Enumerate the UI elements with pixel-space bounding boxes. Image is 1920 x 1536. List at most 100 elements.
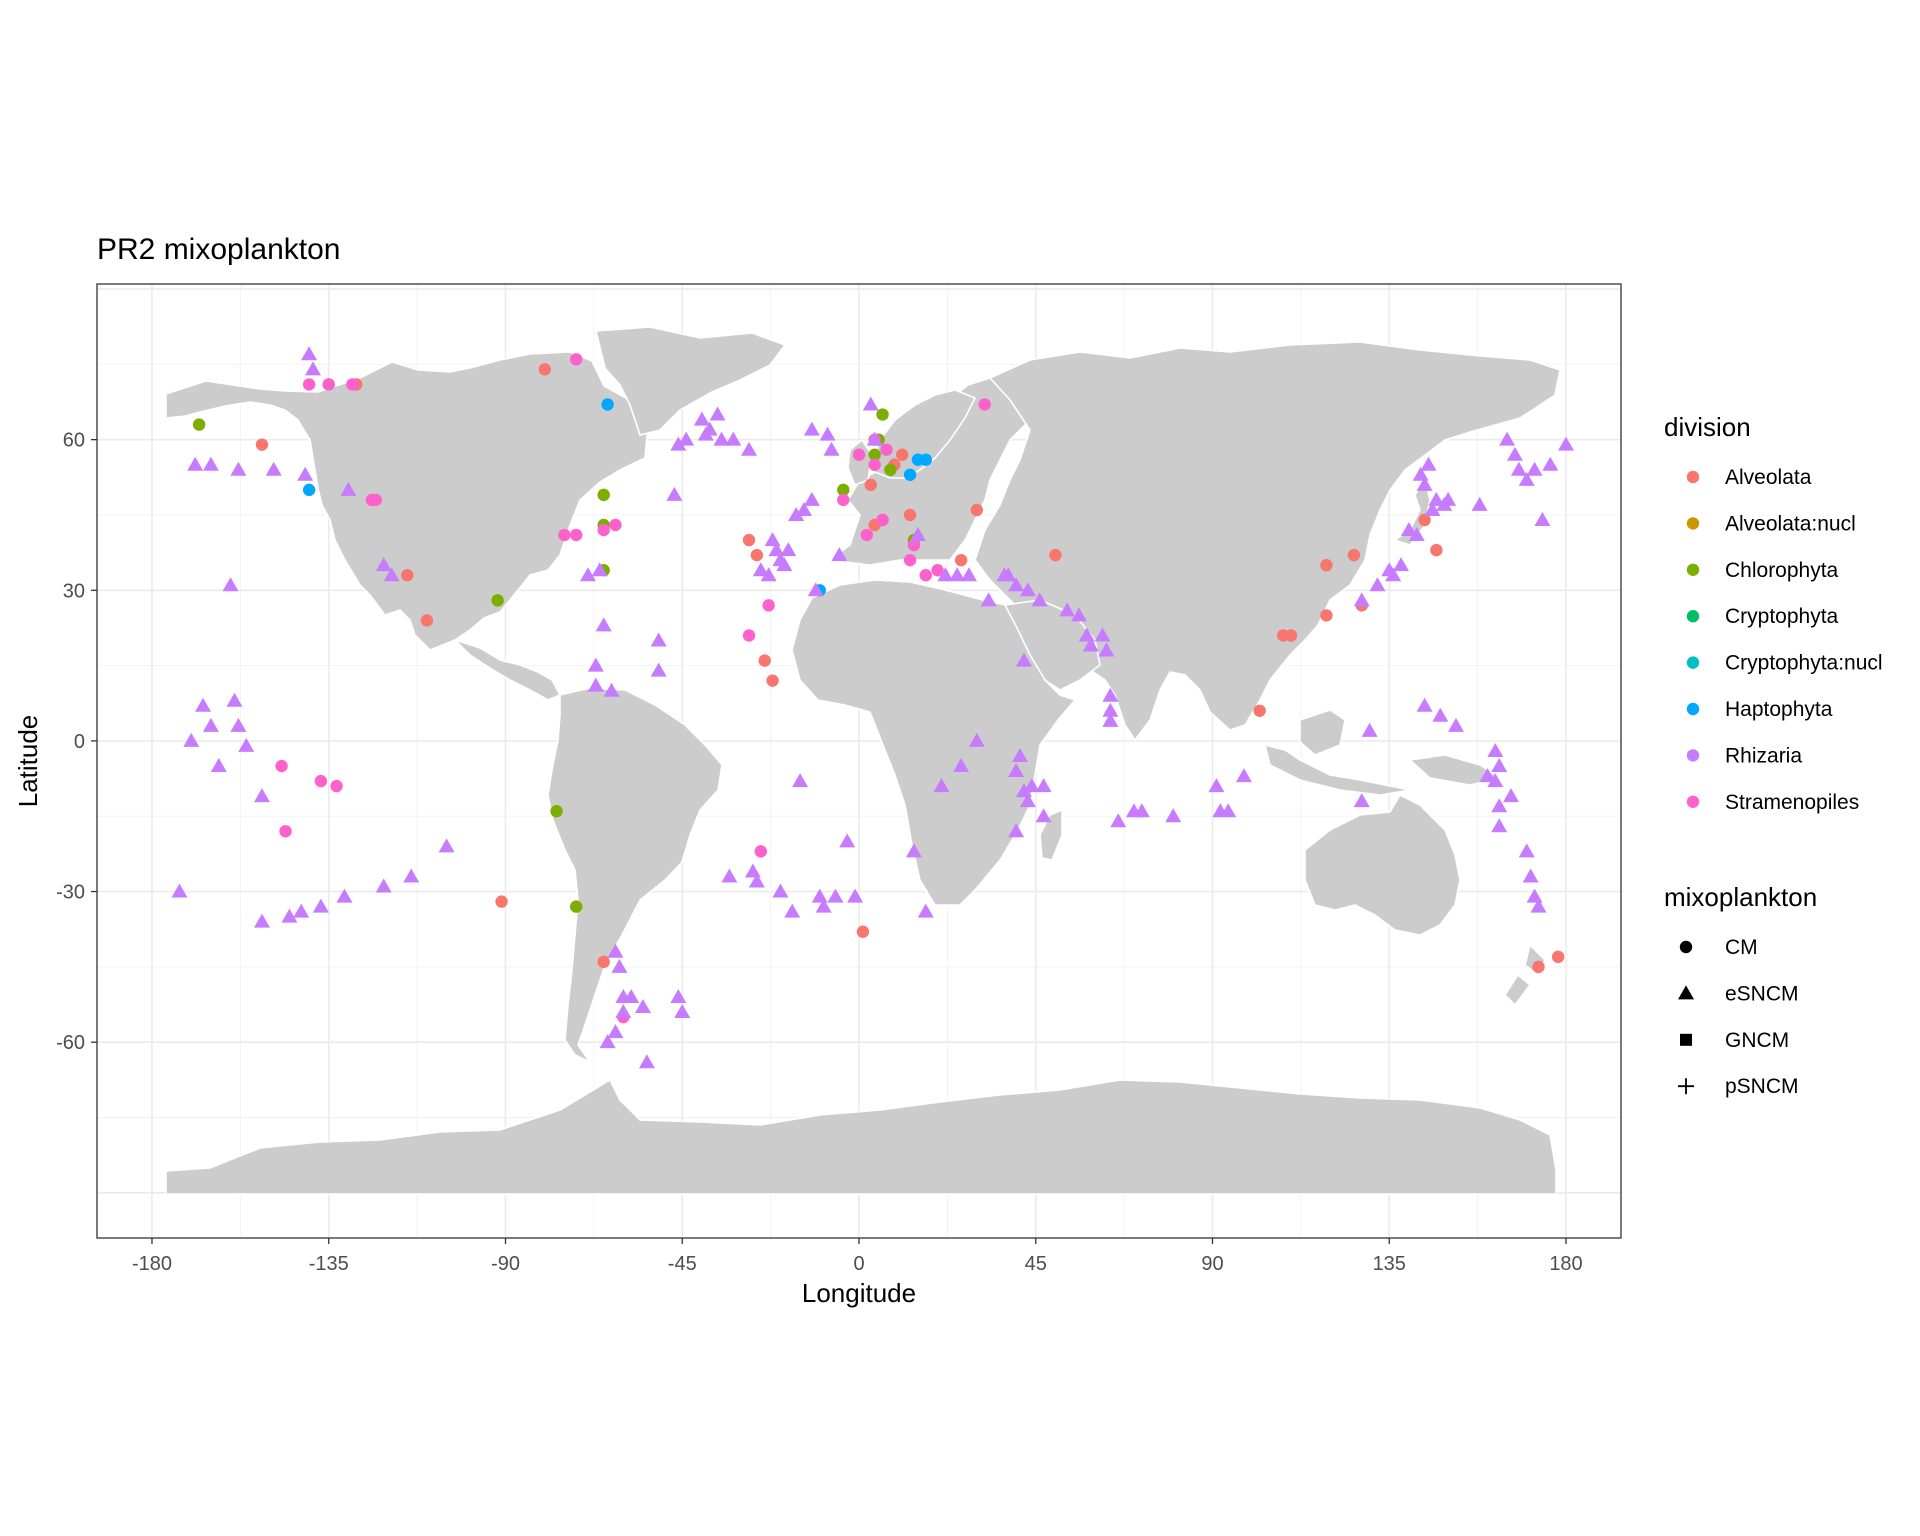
- y-tick-label: 0: [74, 731, 85, 753]
- sample-point: [1499, 431, 1516, 446]
- sample-point: [876, 408, 889, 421]
- sample-point: [1542, 456, 1559, 471]
- sample-point: [1070, 607, 1087, 622]
- legend-label-mixoplankton: eSNCM: [1725, 982, 1799, 1005]
- sample-point: [880, 443, 893, 456]
- sample-point: [253, 788, 270, 803]
- sample-point: [862, 396, 879, 411]
- sample-point: [937, 567, 954, 582]
- sample-point: [1019, 793, 1036, 808]
- sample-point: [903, 553, 917, 567]
- mixoplankton-legend-title: mixoplankton: [1664, 882, 1817, 912]
- sample-point: [1424, 501, 1441, 516]
- sample-point: [293, 903, 310, 918]
- sample-point: [1518, 843, 1535, 858]
- landmass-antarctica: [165, 1078, 1557, 1195]
- landmass-new-guinea: [1408, 754, 1503, 786]
- sample-point: [1491, 758, 1508, 773]
- sample-point: [807, 582, 824, 597]
- sample-point: [905, 843, 922, 858]
- legend-label-mixoplankton: GNCM: [1725, 1029, 1789, 1052]
- sample-point: [1035, 808, 1052, 823]
- landmass-greenland: [594, 326, 787, 436]
- sample-point: [369, 493, 383, 507]
- y-axis: -60 -30 0 30 60: [56, 430, 97, 1054]
- y-axis-title: Latitude: [13, 715, 43, 808]
- legend-label-division: Alveolata: [1725, 466, 1812, 489]
- sample-point: [1049, 548, 1062, 562]
- sample-point: [346, 378, 359, 391]
- sample-point: [1059, 602, 1076, 617]
- legend-label-division: Chlorophyta: [1725, 559, 1839, 582]
- sample-point: [611, 958, 628, 973]
- sample-point: [301, 346, 318, 361]
- sample-point: [815, 898, 832, 913]
- sample-point: [1503, 788, 1520, 803]
- sample-point: [302, 483, 316, 497]
- sample-point: [811, 888, 828, 903]
- legend-key-mixoplankton: [1678, 1078, 1694, 1095]
- x-tick-label: -135: [309, 1253, 349, 1275]
- sample-point: [1284, 629, 1298, 642]
- landmass-asia: [974, 341, 1561, 742]
- sample-point: [1320, 609, 1333, 622]
- sample-point: [607, 1024, 624, 1039]
- legend-key-mixoplankton: [1678, 985, 1694, 1000]
- sample-point: [265, 461, 282, 476]
- sample-point: [670, 436, 687, 451]
- sample-point: [281, 908, 298, 923]
- x-tick-label: -90: [491, 1253, 520, 1275]
- sample-point: [1082, 637, 1099, 652]
- sample-point: [615, 1004, 632, 1019]
- sample-point: [1491, 818, 1508, 833]
- sample-point: [1487, 742, 1504, 757]
- sample-point: [1530, 898, 1547, 913]
- sample-point: [420, 614, 434, 627]
- sample-point: [803, 421, 820, 436]
- sample-point: [1353, 793, 1370, 808]
- sample-point: [202, 456, 219, 471]
- sample-point: [195, 697, 212, 712]
- sample-point: [1408, 527, 1425, 542]
- sample-point: [183, 732, 200, 747]
- sample-point: [579, 567, 596, 582]
- sample-point: [754, 845, 768, 858]
- division-legend-title: division: [1664, 412, 1751, 442]
- sample-point: [903, 508, 917, 522]
- sample-point: [709, 406, 726, 421]
- sample-point: [866, 431, 883, 446]
- sample-point: [1510, 461, 1527, 476]
- sample-point: [1532, 960, 1545, 974]
- sample-point: [970, 503, 984, 517]
- sample-point: [1008, 577, 1025, 592]
- sample-point: [226, 692, 243, 707]
- sample-point: [275, 759, 288, 773]
- sample-point: [1023, 778, 1040, 793]
- sample-point: [1506, 446, 1523, 461]
- sample-point: [1098, 642, 1115, 657]
- sample-point: [297, 466, 314, 481]
- sample-point: [1353, 592, 1370, 607]
- sample-point: [569, 528, 583, 542]
- landmass-borneo: [1299, 709, 1346, 756]
- sample-point: [210, 758, 227, 773]
- landmass-australia: [1304, 793, 1461, 936]
- sample-point: [1235, 768, 1252, 783]
- sample-point: [1110, 813, 1127, 828]
- sample-point: [954, 553, 968, 567]
- y-tick-label: 60: [63, 430, 85, 452]
- sample-point: [1526, 461, 1543, 476]
- sample-point: [803, 491, 820, 506]
- sample-point: [587, 657, 604, 672]
- sample-point: [766, 674, 779, 687]
- plot-panel: [96, 283, 1622, 1239]
- sample-point: [1428, 491, 1445, 506]
- sample-point: [1534, 511, 1551, 526]
- sample-point: [1430, 543, 1443, 557]
- sample-point: [279, 825, 292, 838]
- sample-point: [187, 456, 204, 471]
- sample-point: [336, 888, 353, 903]
- sample-point: [192, 418, 206, 431]
- sample-point: [597, 488, 610, 502]
